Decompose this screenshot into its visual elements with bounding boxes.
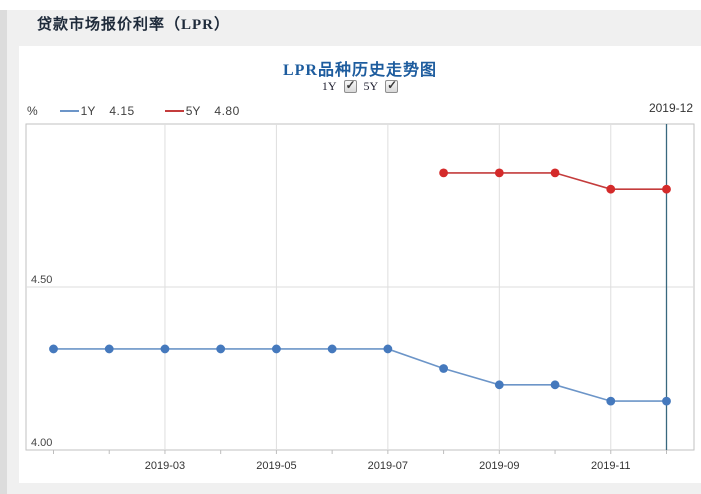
- series-line-1Y: [53, 348, 667, 402]
- legend-label-5y: 5Y: [185, 104, 201, 118]
- data-point-1Y[interactable]: [49, 344, 58, 354]
- current-period-label: 2019-12: [648, 101, 693, 115]
- legend-line-swatch-1y: [59, 110, 79, 112]
- data-point-5Y[interactable]: [439, 168, 448, 178]
- chart-card: [19, 46, 701, 483]
- y-axis-label: 4.00: [31, 437, 52, 449]
- data-point-1Y[interactable]: [104, 344, 114, 354]
- page-title: 贷款市场报价利率（LPR）: [37, 17, 231, 33]
- series-toggle-row: 1Y 5Y: [26, 79, 694, 94]
- data-point-5Y[interactable]: [550, 168, 560, 178]
- x-axis-label: 2019-11: [591, 460, 631, 472]
- legend-item-1y: 1Y 4.15: [59, 104, 135, 118]
- x-axis-label: 2019-03: [145, 460, 185, 472]
- data-point-1Y[interactable]: [216, 344, 226, 354]
- data-point-1Y[interactable]: [160, 344, 170, 354]
- x-axis-label: 2019-09: [479, 460, 519, 472]
- data-point-1Y[interactable]: [494, 380, 504, 390]
- toggle-label-1y: 1Y: [321, 79, 337, 93]
- data-point-1Y[interactable]: [662, 396, 671, 406]
- x-axis-label: 2019-05: [256, 460, 296, 472]
- x-axis-label: 2019-07: [368, 460, 408, 472]
- checkbox-1y[interactable]: [343, 79, 357, 93]
- data-point-1Y[interactable]: [550, 380, 560, 390]
- data-point-5Y[interactable]: [662, 184, 671, 194]
- legend-item-5y: 5Y 4.80: [164, 104, 240, 118]
- legend-line-swatch-5y: [164, 110, 184, 112]
- chart-legend: % 1Y 4.15 5Y 4.80: [27, 104, 270, 118]
- data-point-1Y[interactable]: [327, 344, 337, 354]
- data-point-1Y[interactable]: [606, 396, 616, 406]
- data-point-5Y[interactable]: [606, 184, 616, 194]
- y-axis-label: 4.50: [31, 274, 52, 286]
- data-point-5Y[interactable]: [494, 168, 504, 178]
- data-point-1Y[interactable]: [383, 344, 393, 354]
- data-point-1Y[interactable]: [272, 344, 281, 354]
- toggle-label-5y: 5Y: [363, 79, 379, 93]
- legend-value-5y: 4.80: [214, 104, 240, 118]
- page-left-margin: [0, 10, 7, 494]
- legend-label-1y: 1Y: [80, 104, 96, 118]
- chart-title: LPR品种历史走势图: [282, 62, 437, 79]
- y-axis-unit-label: %: [27, 104, 38, 118]
- legend-value-1y: 4.15: [109, 104, 135, 118]
- data-point-1Y[interactable]: [439, 364, 448, 373]
- checkbox-5y[interactable]: [385, 79, 399, 93]
